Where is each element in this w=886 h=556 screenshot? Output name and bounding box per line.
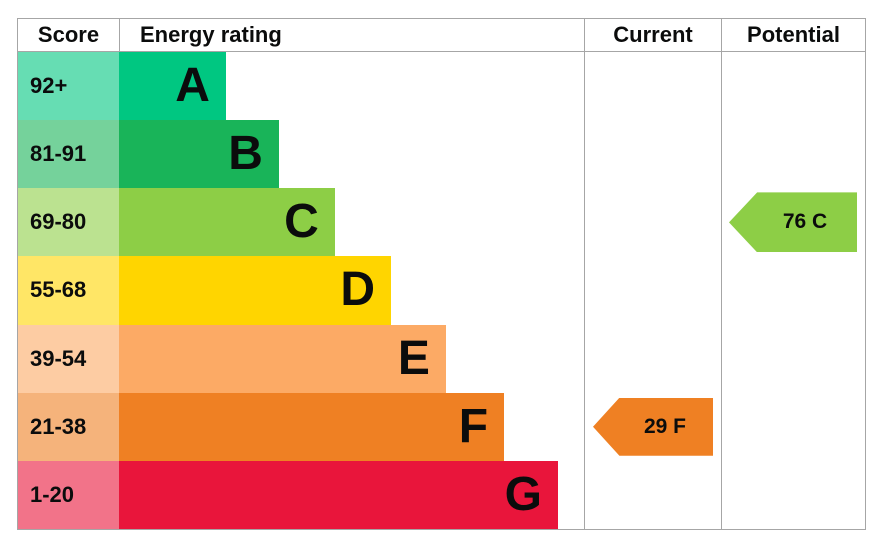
header-current: Current [584,19,721,51]
marker-slot: 29 F [585,393,721,461]
marker-slot [585,52,721,120]
marker-slot [722,393,865,461]
marker-slot [585,325,721,393]
band-bar: C [119,188,335,257]
marker-slot [585,256,721,324]
band-score-cell: 92+ [18,52,119,121]
band-score-cell: 69-80 [18,188,119,257]
band-bar-track: B [119,120,584,189]
band-bar-track: C [119,188,584,257]
band-score-cell: 55-68 [18,256,119,325]
band-bar-track: E [119,324,584,393]
band-row: 21-38 F [18,392,584,461]
band-row: 1-20 G [18,460,584,529]
marker-slot [585,461,721,529]
band-row: 39-54 E [18,324,584,393]
bands-area: 92+ A 81-91 B 69-80 C 55-68 D [18,52,584,529]
band-score-cell: 81-91 [18,120,119,189]
marker-slot [722,120,865,188]
band-bar-track: G [119,460,584,529]
band-letter: D [340,263,376,317]
marker-slot [722,52,865,120]
band-row: 81-91 B [18,120,584,189]
band-letter: B [228,127,263,181]
chart-body: 92+ A 81-91 B 69-80 C 55-68 D [18,52,865,529]
marker-slot: 76 C [722,188,865,256]
band-bar: A [119,52,226,121]
band-letter: C [284,195,319,249]
current-column: 29 F [584,52,721,529]
band-row: 69-80 C [18,188,584,257]
epc-rating-chart: Score Energy rating Current Potential 92… [17,18,866,530]
marker-slot [722,325,865,393]
potential-column: 76 C [721,52,865,529]
marker-slot [585,120,721,188]
band-score-cell: 39-54 [18,324,119,393]
band-bar-track: D [119,256,584,325]
potential-rating-label: 76 C [782,210,828,234]
band-letter: G [504,467,542,521]
current-rating-arrow: 29 F [593,397,713,456]
potential-rating-arrow: 76 C [729,192,857,253]
marker-slot [722,256,865,324]
band-letter: F [458,399,489,453]
header-energy-rating: Energy rating [119,19,584,51]
band-bar-track: A [119,52,584,121]
band-bar: F [119,392,505,461]
band-letter: A [175,59,210,113]
header-potential: Potential [721,19,865,51]
band-score-cell: 21-38 [18,392,119,461]
band-row: 55-68 D [18,256,584,325]
marker-slot [585,188,721,256]
band-row: 92+ A [18,52,584,121]
band-bar: D [119,256,392,325]
band-letter: E [397,331,430,385]
band-bar-track: F [119,392,584,461]
band-bar: G [119,460,558,529]
band-score-cell: 1-20 [18,460,119,529]
marker-slot [722,461,865,529]
header-score: Score [37,22,100,47]
current-rating-label: 29 F [643,414,687,438]
header-row: Score Energy rating Current Potential [18,19,865,52]
band-bar: B [119,120,279,189]
band-bar: E [119,324,446,393]
